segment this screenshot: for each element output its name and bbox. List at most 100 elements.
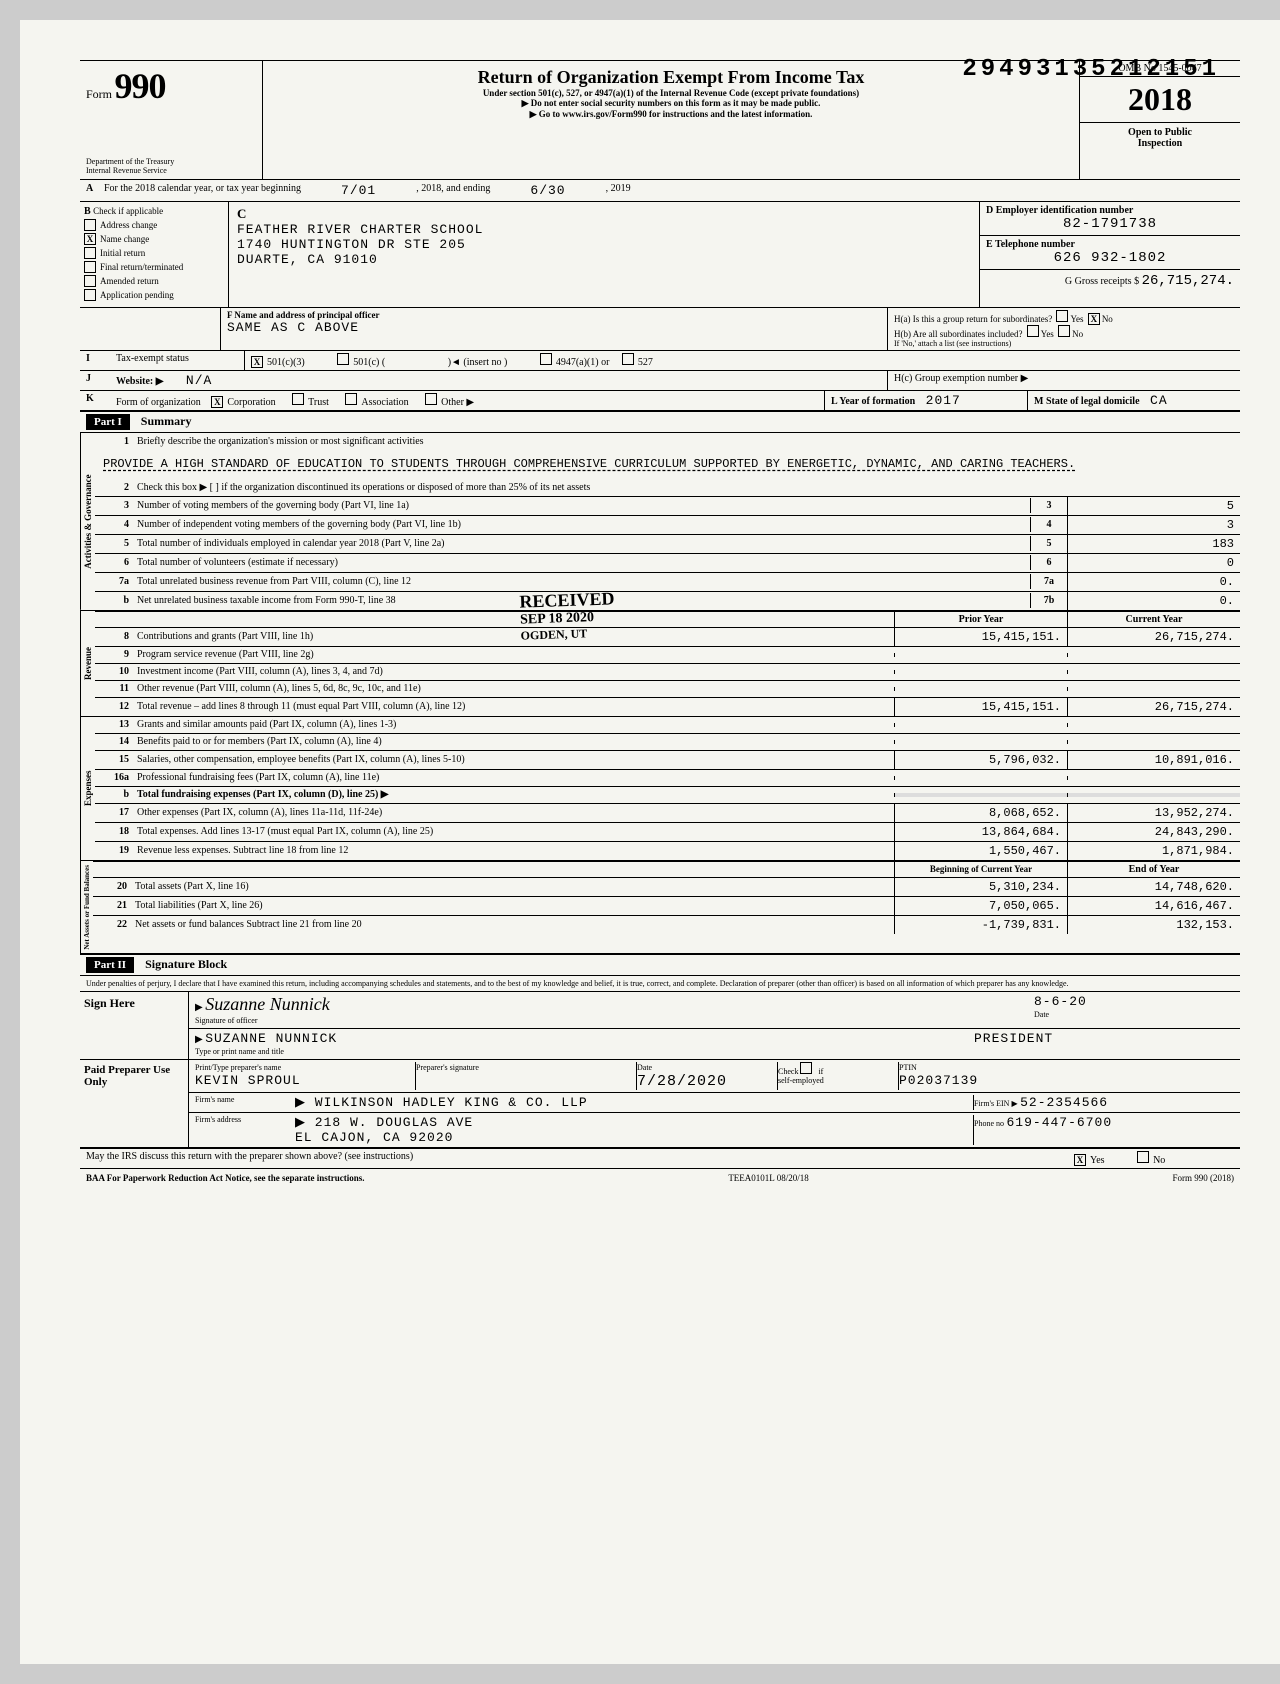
year-begin[interactable]: 7/01 — [341, 183, 376, 198]
l18-curr: 24,843,290. — [1067, 823, 1240, 841]
ha-no-cb[interactable]: X — [1088, 313, 1100, 325]
l5-num: 5 — [95, 538, 133, 549]
row-i: I Tax-exempt status X501(c)(3) 501(c) ( … — [80, 351, 1240, 371]
discuss-text: May the IRS discuss this return with the… — [80, 1149, 1068, 1168]
cb-amended[interactable] — [84, 275, 96, 287]
cb-trust[interactable] — [292, 393, 304, 405]
l7a-num: 7a — [95, 576, 133, 587]
l15-num: 15 — [95, 754, 133, 765]
inspect-label: Inspection — [1138, 138, 1182, 149]
l16b-prior — [894, 793, 1067, 797]
ha-no: No — [1102, 314, 1113, 324]
501c3: 501(c)(3) — [267, 357, 305, 368]
part1-label: Part I — [86, 414, 130, 430]
cb-other[interactable] — [425, 393, 437, 405]
cb-self-employed[interactable] — [800, 1062, 812, 1074]
cb-final[interactable] — [84, 261, 96, 273]
l13-curr — [1067, 723, 1240, 727]
firm-addr: ▶ 218 W. DOUGLAS AVE — [295, 1115, 473, 1130]
type-label: Type or print name and title — [195, 1047, 284, 1056]
l4-num: 4 — [95, 519, 133, 530]
prep-sig-label: Preparer's signature — [416, 1063, 479, 1072]
g-label: G Gross receipts $ — [1065, 276, 1139, 287]
row-a-end2: , 2019 — [606, 183, 631, 198]
cb-initial[interactable] — [84, 247, 96, 259]
l14-num: 14 — [95, 736, 133, 747]
label-i: I — [86, 353, 90, 364]
cb-4947[interactable] — [540, 353, 552, 365]
cb-assoc[interactable] — [345, 393, 357, 405]
l16a-num: 16a — [95, 772, 133, 783]
initial-label: Initial return — [100, 248, 145, 258]
year-end[interactable]: 6/30 — [530, 183, 565, 198]
dln-number: 29493135212151 — [962, 56, 1220, 83]
current-year-label: Current Year — [1067, 612, 1240, 627]
l15-prior: 5,796,032. — [894, 751, 1067, 769]
l22-prior: -1,739,831. — [894, 916, 1067, 934]
l9-prior — [894, 653, 1067, 657]
l-label: L Year of formation — [831, 396, 915, 407]
discuss-yes-cb[interactable]: X — [1074, 1154, 1086, 1166]
l15-curr: 10,891,016. — [1067, 751, 1240, 769]
l8-desc: Contributions and grants (Part VIII, lin… — [133, 629, 894, 644]
form-number: 990 — [115, 66, 166, 106]
ptin-label: PTIN — [899, 1063, 917, 1072]
l20-curr: 14,748,620. — [1067, 878, 1240, 896]
header-middle: Return of Organization Exempt From Incom… — [263, 61, 1080, 179]
cb-501c[interactable] — [337, 353, 349, 365]
501c: 501(c) ( — [353, 357, 385, 368]
l11-curr — [1067, 687, 1240, 691]
l11-num: 11 — [95, 683, 133, 694]
part2-header: Part II Signature Block — [80, 955, 1240, 976]
hb-no-cb[interactable] — [1058, 325, 1070, 337]
irs: Internal Revenue Service — [86, 166, 256, 175]
officer-name: SUZANNE NUNNICK — [205, 1031, 337, 1046]
sign-here-block: Sign Here ▶ Suzanne Nunnick Signature of… — [80, 992, 1240, 1060]
l20-desc: Total assets (Part X, line 16) — [131, 879, 894, 894]
other: Other ▶ — [441, 397, 474, 408]
footer: BAA For Paperwork Reduction Act Notice, … — [80, 1169, 1240, 1187]
cb-527[interactable] — [622, 353, 634, 365]
perjury-text: Under penalties of perjury, I declare th… — [80, 976, 1240, 992]
l19-curr: 1,871,984. — [1067, 842, 1240, 860]
discuss-no-cb[interactable] — [1137, 1151, 1149, 1163]
sig-label: Signature of officer — [195, 1016, 258, 1025]
row-a: A For the 2018 calendar year, or tax yea… — [80, 180, 1240, 202]
cb-addr[interactable] — [84, 219, 96, 231]
cb-pending[interactable] — [84, 289, 96, 301]
cb-501c3[interactable]: X — [251, 356, 263, 368]
form-990-page: 29493135212151 Form 990 Department of th… — [20, 20, 1280, 1664]
l18-num: 18 — [95, 826, 133, 837]
hb-yes-cb[interactable] — [1027, 325, 1039, 337]
part2-title: Signature Block — [145, 957, 227, 971]
if-label: if — [818, 1067, 823, 1076]
side-revenue: Revenue — [80, 611, 95, 716]
ha-yes-cb[interactable] — [1056, 310, 1068, 322]
l20-prior: 5,310,234. — [894, 878, 1067, 896]
l19-prior: 1,550,467. — [894, 842, 1067, 860]
insert-no: )◄ (insert no ) — [448, 357, 508, 368]
l21-prior: 7,050,065. — [894, 897, 1067, 915]
hc-label: H(c) Group exemption number ▶ — [887, 371, 1240, 390]
l14-curr — [1067, 740, 1240, 744]
cb-corp[interactable]: X — [211, 396, 223, 408]
l17-desc: Other expenses (Part IX, column (A), lin… — [133, 805, 894, 820]
g-receipts-block: G Gross receipts $ 26,715,274. — [980, 270, 1240, 292]
l22-desc: Net assets or fund balances Subtract lin… — [131, 917, 894, 932]
l11-prior — [894, 687, 1067, 691]
l22-num: 22 — [93, 919, 131, 930]
l9-num: 9 — [95, 649, 133, 660]
side-balance: Net Assets or Fund Balances — [80, 861, 93, 954]
l15-desc: Salaries, other compensation, employee b… — [133, 752, 894, 767]
sign-here-label: Sign Here — [80, 992, 189, 1059]
l12-prior: 15,415,151. — [894, 698, 1067, 716]
527: 527 — [638, 357, 653, 368]
l16a-desc: Professional fundraising fees (Part IX, … — [133, 770, 894, 785]
h-block: H(a) Is this a group return for subordin… — [888, 308, 1240, 350]
l4-desc: Number of independent voting members of … — [133, 517, 1030, 532]
cb-name[interactable]: X — [84, 233, 96, 245]
l3-val: 5 — [1067, 497, 1240, 515]
end-year-label: End of Year — [1067, 862, 1240, 877]
year-formation: 2017 — [926, 393, 961, 408]
firm-name: ▶ WILKINSON HADLEY KING & CO. LLP — [295, 1095, 973, 1110]
